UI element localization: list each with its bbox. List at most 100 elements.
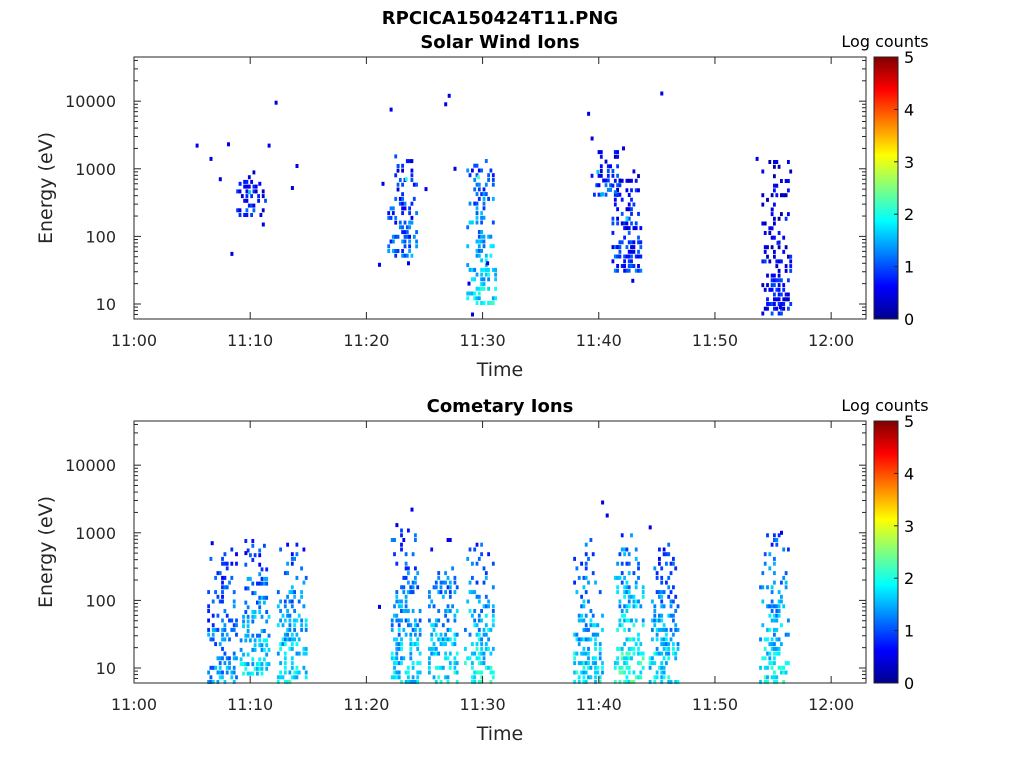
- spectrogram-cell: [773, 670, 776, 675]
- spectrogram-cell: [265, 638, 269, 643]
- spectrogram-cell: [246, 624, 250, 629]
- spectrogram-cell: [302, 580, 306, 585]
- spectrogram-cell: [455, 670, 459, 675]
- spectrogram-cell: [616, 216, 620, 221]
- spectrogram-cell: [246, 671, 250, 676]
- spectrogram-cell: [770, 665, 774, 670]
- figure-title: RPCICA150424T11.PNG: [382, 8, 618, 29]
- spectrogram-cell: [391, 234, 395, 239]
- spectrogram-cell: [258, 595, 262, 600]
- spectrogram-cell: [596, 623, 600, 628]
- spectrogram-cell: [630, 637, 633, 642]
- spectrogram-cell: [616, 268, 620, 273]
- spectrogram-cell: [464, 627, 467, 632]
- spectrogram-cell: [616, 575, 620, 580]
- spectrogram-cell: [411, 675, 415, 680]
- spectrogram-cell: [451, 604, 455, 609]
- spectrogram-cell: [655, 590, 659, 595]
- spectrogram-cell: [601, 500, 605, 505]
- spectrogram-cell: [777, 302, 781, 306]
- spectrogram-cell: [378, 604, 381, 609]
- spectrogram-cell: [446, 656, 450, 661]
- spectrogram-cell: [777, 268, 781, 273]
- panel-title: Solar Wind Ions: [420, 32, 579, 53]
- spectrogram-cell: [256, 581, 259, 586]
- spectrogram-cell: [639, 240, 643, 245]
- spectrogram-cell: [775, 538, 779, 542]
- spectrogram-cell: [290, 646, 294, 651]
- spectrogram-cell: [260, 629, 264, 633]
- spectrogram-cell: [252, 203, 256, 208]
- plot-area: [134, 421, 866, 683]
- spectrogram-cell: [768, 627, 772, 632]
- spectrogram-cell: [770, 604, 774, 609]
- spectrogram-cell: [625, 580, 629, 585]
- spectrogram-cell: [247, 175, 251, 180]
- spectrogram-cell: [655, 651, 659, 656]
- spectrogram-cell: [246, 652, 250, 657]
- spectrogram-cell: [482, 656, 486, 661]
- spectrogram-cell: [773, 661, 776, 666]
- spectrogram-cell: [414, 566, 417, 571]
- spectrogram-cell: [398, 220, 402, 225]
- spectrogram-cell: [637, 264, 640, 268]
- spectrogram-cell: [466, 263, 470, 268]
- spectrogram-cell: [286, 680, 290, 684]
- spectrogram-cell: [625, 604, 629, 609]
- x-tick-label: 11:10: [227, 695, 273, 714]
- spectrogram-cell: [672, 561, 675, 566]
- spectrogram-cell: [775, 297, 779, 302]
- spectrogram-cell: [667, 594, 671, 599]
- spectrogram-cell: [674, 566, 678, 571]
- spectrogram-cell: [780, 311, 783, 316]
- spectrogram-cell: [408, 249, 412, 253]
- spectrogram-cell: [471, 168, 474, 173]
- spectrogram-cell: [466, 244, 470, 249]
- spectrogram-cell: [223, 661, 227, 666]
- x-tick-label: 11:50: [692, 695, 738, 714]
- spectrogram-cell: [651, 656, 654, 661]
- spectrogram-cell: [665, 552, 668, 557]
- spectrogram-cell: [789, 259, 793, 264]
- spectrogram-cell: [395, 561, 399, 566]
- spectrogram-cell: [618, 192, 622, 197]
- spectrogram-cell: [618, 623, 622, 628]
- spectrogram-cell: [766, 533, 769, 538]
- spectrogram-cell: [599, 150, 603, 155]
- spectrogram-cell: [780, 278, 783, 283]
- spectrogram-cell: [439, 585, 443, 590]
- spectrogram-cell: [489, 234, 493, 239]
- spectrogram-cell: [230, 561, 234, 566]
- spectrogram-cell: [225, 665, 229, 670]
- spectrogram-cell: [300, 618, 304, 623]
- spectrogram-cell: [265, 666, 269, 671]
- spectrogram-cell: [777, 609, 781, 613]
- spectrogram-cell: [258, 553, 262, 558]
- spectrogram-cell: [223, 651, 227, 656]
- spectrogram-cell: [613, 178, 617, 183]
- spectrogram-cell: [777, 297, 781, 302]
- spectrogram-cell: [283, 661, 287, 666]
- spectrogram-cell: [286, 542, 290, 547]
- spectrogram-cell: [589, 618, 593, 623]
- spectrogram-cell: [768, 552, 772, 557]
- spectrogram-cell: [477, 637, 481, 642]
- spectrogram-cell: [418, 661, 422, 666]
- spectrogram-cell: [773, 297, 776, 302]
- spectrogram-cell: [446, 680, 450, 684]
- spectrogram-cell: [437, 675, 441, 680]
- spectrogram-cell: [480, 651, 484, 656]
- spectrogram-cell: [473, 177, 477, 182]
- spectrogram-cell: [768, 656, 772, 661]
- spectrogram-cell: [211, 637, 215, 642]
- spectrogram-cell: [239, 657, 243, 662]
- spectrogram-cell: [395, 670, 399, 675]
- spectrogram-cell: [448, 580, 452, 585]
- spectrogram-cell: [260, 567, 264, 572]
- spectrogram-cell: [389, 107, 393, 112]
- spectrogram-cell: [487, 234, 491, 239]
- spectrogram-cell: [573, 680, 577, 684]
- spectrogram-cell: [616, 264, 620, 268]
- spectrogram-cell: [632, 604, 636, 609]
